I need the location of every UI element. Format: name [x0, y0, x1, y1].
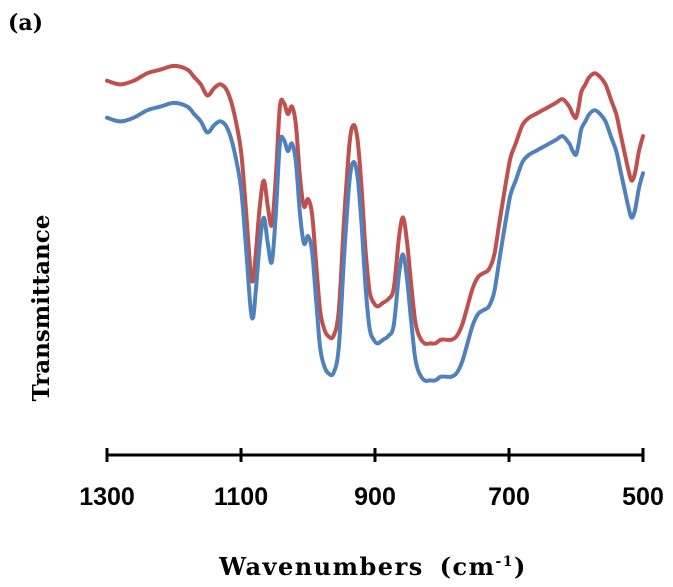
x-tick-label: 1300	[79, 483, 135, 511]
spectrum-line-2	[105, 100, 645, 383]
spectrum-line-1	[105, 63, 645, 346]
x-axis-unit-exponent: -1	[495, 554, 514, 570]
x-tick-label: 900	[354, 483, 396, 511]
panel-label: (a)	[8, 10, 43, 36]
x-tick-label: 700	[488, 483, 530, 511]
x-axis-ticks: 1300 1100 900 700 500	[79, 448, 664, 511]
plot-area	[105, 63, 645, 383]
x-tick-label: 500	[622, 483, 664, 511]
y-axis-title: Transmittance	[28, 215, 55, 402]
x-axis-unit-close: )	[514, 552, 527, 581]
x-axis-title-main: Wavenumbers	[218, 552, 424, 581]
x-tick-label: 1100	[214, 483, 268, 511]
x-axis-unit: (cm	[440, 552, 496, 581]
x-axis-title: Wavenumbers (cm-1)	[218, 552, 527, 581]
